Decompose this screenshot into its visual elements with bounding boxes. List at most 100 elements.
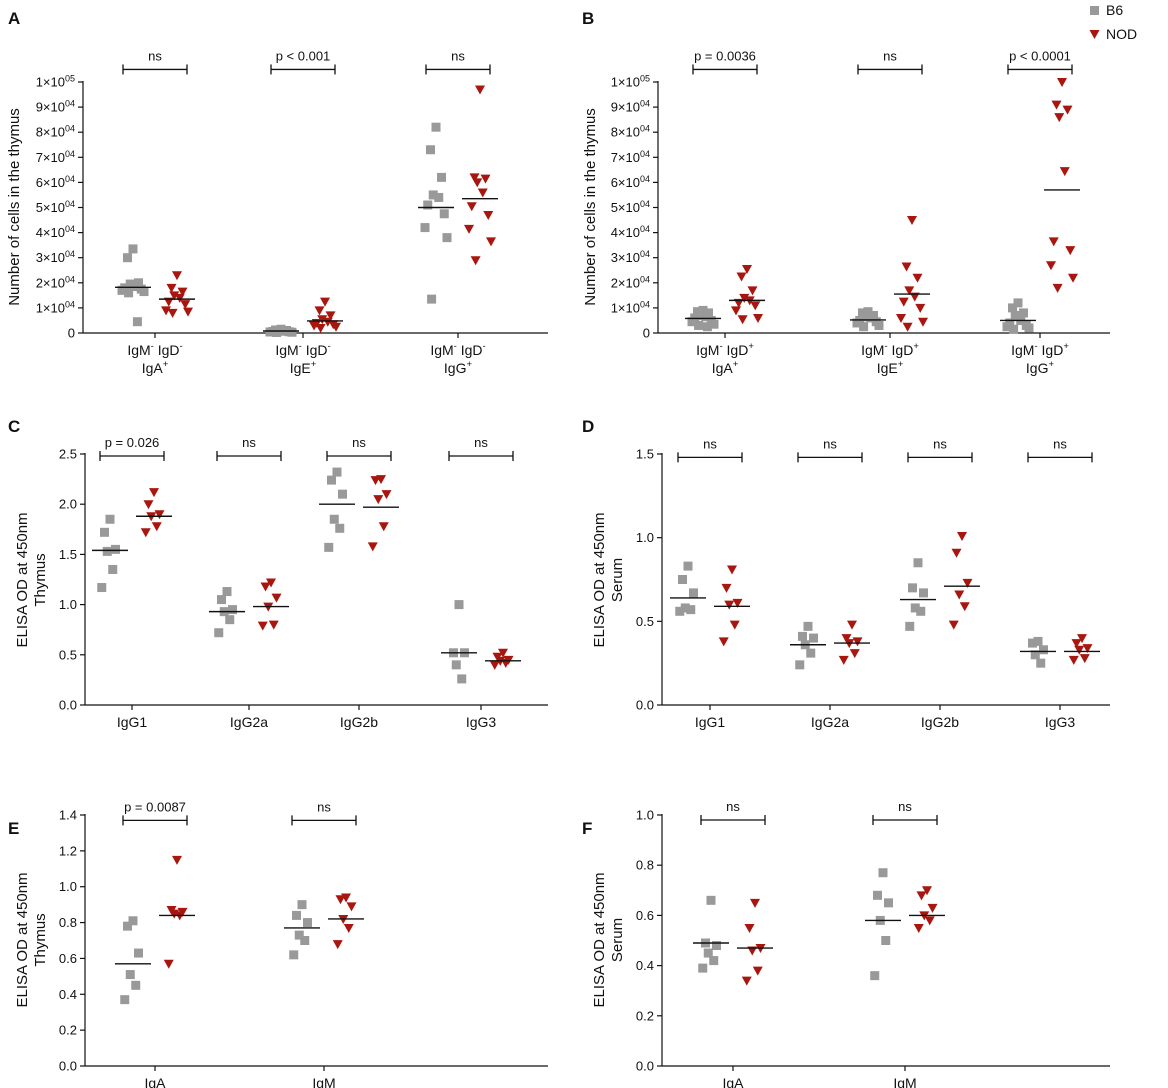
data-point-nod xyxy=(1082,644,1093,654)
data-point-b6 xyxy=(709,319,719,329)
data-point-nod xyxy=(750,898,760,908)
y-tick-label: 0.0 xyxy=(636,1059,654,1074)
data-point-nod xyxy=(331,322,341,332)
data-point-nod xyxy=(370,476,381,486)
data-point-nod xyxy=(915,303,926,313)
significance-label: ns xyxy=(352,435,366,450)
data-point-b6 xyxy=(228,605,237,615)
y-tick-label: 1.0 xyxy=(59,597,77,612)
x-tick-label: IgM-​ IgD-​ xyxy=(430,341,485,358)
panel-C: C 0.0 0.5 1.0 1.5 2.0 2.5 ELISA OD at 450nm Thym… xyxy=(8,417,548,730)
significance-label: p = 0.0087 xyxy=(124,799,186,814)
data-point-nod xyxy=(1077,634,1087,644)
data-point-nod xyxy=(317,315,328,325)
data-point-b6 xyxy=(703,948,713,958)
x-tick-label: IgG1 xyxy=(117,714,148,730)
data-point-nod xyxy=(1068,655,1079,665)
data-point-b6 xyxy=(300,936,310,945)
data-point-b6 xyxy=(1002,322,1012,332)
data-point-nod xyxy=(472,178,483,188)
data-point-nod xyxy=(747,946,758,956)
y-tick-label: 7×1004 xyxy=(611,149,650,165)
significance-label: ns xyxy=(933,436,947,451)
data-point-b6 xyxy=(100,527,109,537)
data-point-nod xyxy=(332,940,343,950)
data-point-nod xyxy=(470,256,481,266)
data-point-b6 xyxy=(908,583,917,593)
significance-label: p < 0.001 xyxy=(276,48,331,63)
data-point-b6 xyxy=(439,209,449,219)
data-point-nod xyxy=(957,531,967,541)
data-point-nod xyxy=(736,272,747,282)
data-point-b6 xyxy=(442,233,452,243)
data-point-nod xyxy=(1074,645,1085,655)
data-point-nod xyxy=(309,321,319,331)
data-point-nod xyxy=(314,306,325,316)
data-point-b6 xyxy=(702,322,712,332)
data-point-b6 xyxy=(866,313,876,323)
y-axis-label: Number of cells in the thymus xyxy=(582,108,599,306)
data-point-nod xyxy=(752,966,763,976)
data-point-b6 xyxy=(117,285,127,295)
data-point-b6 xyxy=(803,621,813,631)
data-point-nod xyxy=(381,490,392,500)
data-point-nod xyxy=(489,660,500,670)
data-point-nod xyxy=(1062,105,1073,115)
y-tick-label: 2×1004 xyxy=(36,274,75,290)
data-point-b6 xyxy=(881,936,891,945)
data-point-b6 xyxy=(123,921,132,931)
data-point-nod xyxy=(841,634,852,644)
data-point-b6 xyxy=(1019,308,1028,318)
data-point-nod xyxy=(163,959,174,969)
data-point-b6 xyxy=(451,660,461,670)
y-tick-label: 0.4 xyxy=(59,987,77,1002)
y-axis-label: ELISA OD at 450nm xyxy=(14,512,31,647)
y-tick-label: 1×1004 xyxy=(36,299,75,315)
data-point-b6 xyxy=(427,294,437,304)
data-point-b6 xyxy=(1013,298,1023,308)
data-point-b6 xyxy=(111,544,120,554)
y-tick-label: 0.6 xyxy=(636,908,654,923)
data-point-nod xyxy=(343,923,354,933)
x-tick-label-line2: IgA+​ xyxy=(142,359,169,376)
x-tick-label: IgM-​ IgD-​ xyxy=(127,341,182,358)
data-point-nod xyxy=(737,315,748,325)
data-point-nod xyxy=(266,578,276,588)
significance-label: ns xyxy=(148,48,162,63)
x-tick-label: IgM-​ IgD+​ xyxy=(861,341,919,358)
y-tick-label: 7×1004 xyxy=(36,149,75,165)
data-point-nod xyxy=(741,976,752,986)
y-tick-label: 2.0 xyxy=(59,497,77,512)
y-axis-label: ELISA OD at 450nm xyxy=(14,872,31,1007)
y-tick-label: 0.2 xyxy=(636,1008,654,1023)
data-point-nod xyxy=(154,510,165,520)
significance-label: ns xyxy=(1053,436,1067,451)
data-point-nod xyxy=(498,648,508,658)
data-point-nod xyxy=(744,923,755,933)
data-point-nod xyxy=(480,174,491,184)
y-axis-sublabel: Serum xyxy=(609,918,626,962)
data-point-b6 xyxy=(287,327,297,337)
data-point-nod xyxy=(732,598,743,608)
data-point-b6 xyxy=(698,305,708,315)
x-tick-label-line2: IgG+​ xyxy=(444,359,473,376)
y-tick-label: 0.0 xyxy=(636,698,654,713)
data-point-nod xyxy=(169,291,180,301)
significance-label: ns xyxy=(726,799,740,814)
data-point-nod xyxy=(896,313,906,323)
data-point-nod xyxy=(464,224,474,234)
x-tick-label: IgA xyxy=(144,1075,166,1088)
x-tick-label: IgG3 xyxy=(466,714,497,730)
data-point-nod xyxy=(962,578,973,588)
data-point-nod xyxy=(320,297,330,307)
data-point-b6 xyxy=(437,172,446,182)
x-tick-label: IgA xyxy=(722,1075,744,1088)
data-point-b6 xyxy=(97,583,107,593)
y-axis-sublabel: Thymus xyxy=(32,553,49,606)
x-tick-label: IgM-​ IgD+​ xyxy=(1011,341,1069,358)
data-point-b6 xyxy=(806,648,816,658)
y-axis-label: Number of cells in the thymus xyxy=(6,108,23,306)
y-tick-label: 1.2 xyxy=(59,843,77,858)
data-point-b6 xyxy=(289,950,299,960)
data-point-b6 xyxy=(905,621,915,631)
